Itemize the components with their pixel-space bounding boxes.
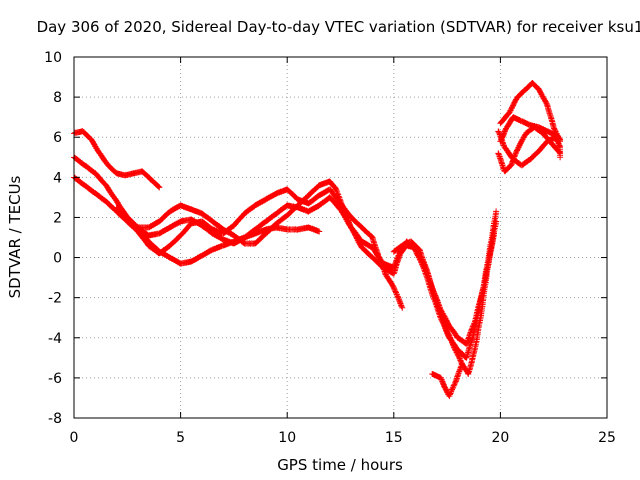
series-track-5: [113, 194, 500, 361]
y-tick-label: 10: [44, 50, 62, 66]
x-tick-label: 15: [385, 430, 403, 446]
series-markers: [429, 360, 465, 400]
y-tick-label: -2: [48, 291, 62, 307]
y-tick-label: 8: [53, 90, 62, 106]
y-tick-label: -6: [48, 371, 62, 387]
series-markers: [113, 194, 500, 361]
y-tick-label: -8: [48, 411, 62, 427]
y-axis: -8 -6 -4 -2 0 2 4 6 8 10: [44, 50, 607, 427]
plot-frame: [73, 56, 608, 419]
series-track-7: [429, 360, 465, 400]
x-axis: 0 5 10 15 20 25: [70, 57, 616, 446]
x-tick-label: 20: [491, 430, 509, 446]
y-tick-label: 6: [53, 130, 62, 146]
series-track-11: [497, 114, 564, 145]
chart-title: Day 306 of 2020, Sidereal Day-to-day VTE…: [37, 18, 640, 36]
y-tick-label: 4: [53, 170, 62, 186]
x-tick-label: 25: [598, 430, 616, 446]
series-markers: [71, 128, 163, 191]
y-tick-label: -4: [48, 331, 62, 347]
x-tick-label: 0: [70, 430, 79, 446]
y-tick-label: 2: [53, 210, 62, 226]
series-markers: [497, 80, 564, 145]
grid: [74, 57, 607, 418]
y-axis-title: SDTVAR / TECUs: [6, 175, 24, 298]
series-markers: [390, 230, 497, 377]
series-markers: [497, 114, 564, 145]
series-track-1: [71, 128, 163, 191]
series-track-10: [497, 80, 564, 145]
y-tick-label: 0: [53, 251, 62, 267]
x-tick-label: 10: [278, 430, 296, 446]
x-tick-label: 5: [176, 430, 185, 446]
data-layer: [71, 80, 564, 400]
x-axis-title: GPS time / hours: [277, 456, 403, 474]
series-track-6: [390, 230, 497, 377]
